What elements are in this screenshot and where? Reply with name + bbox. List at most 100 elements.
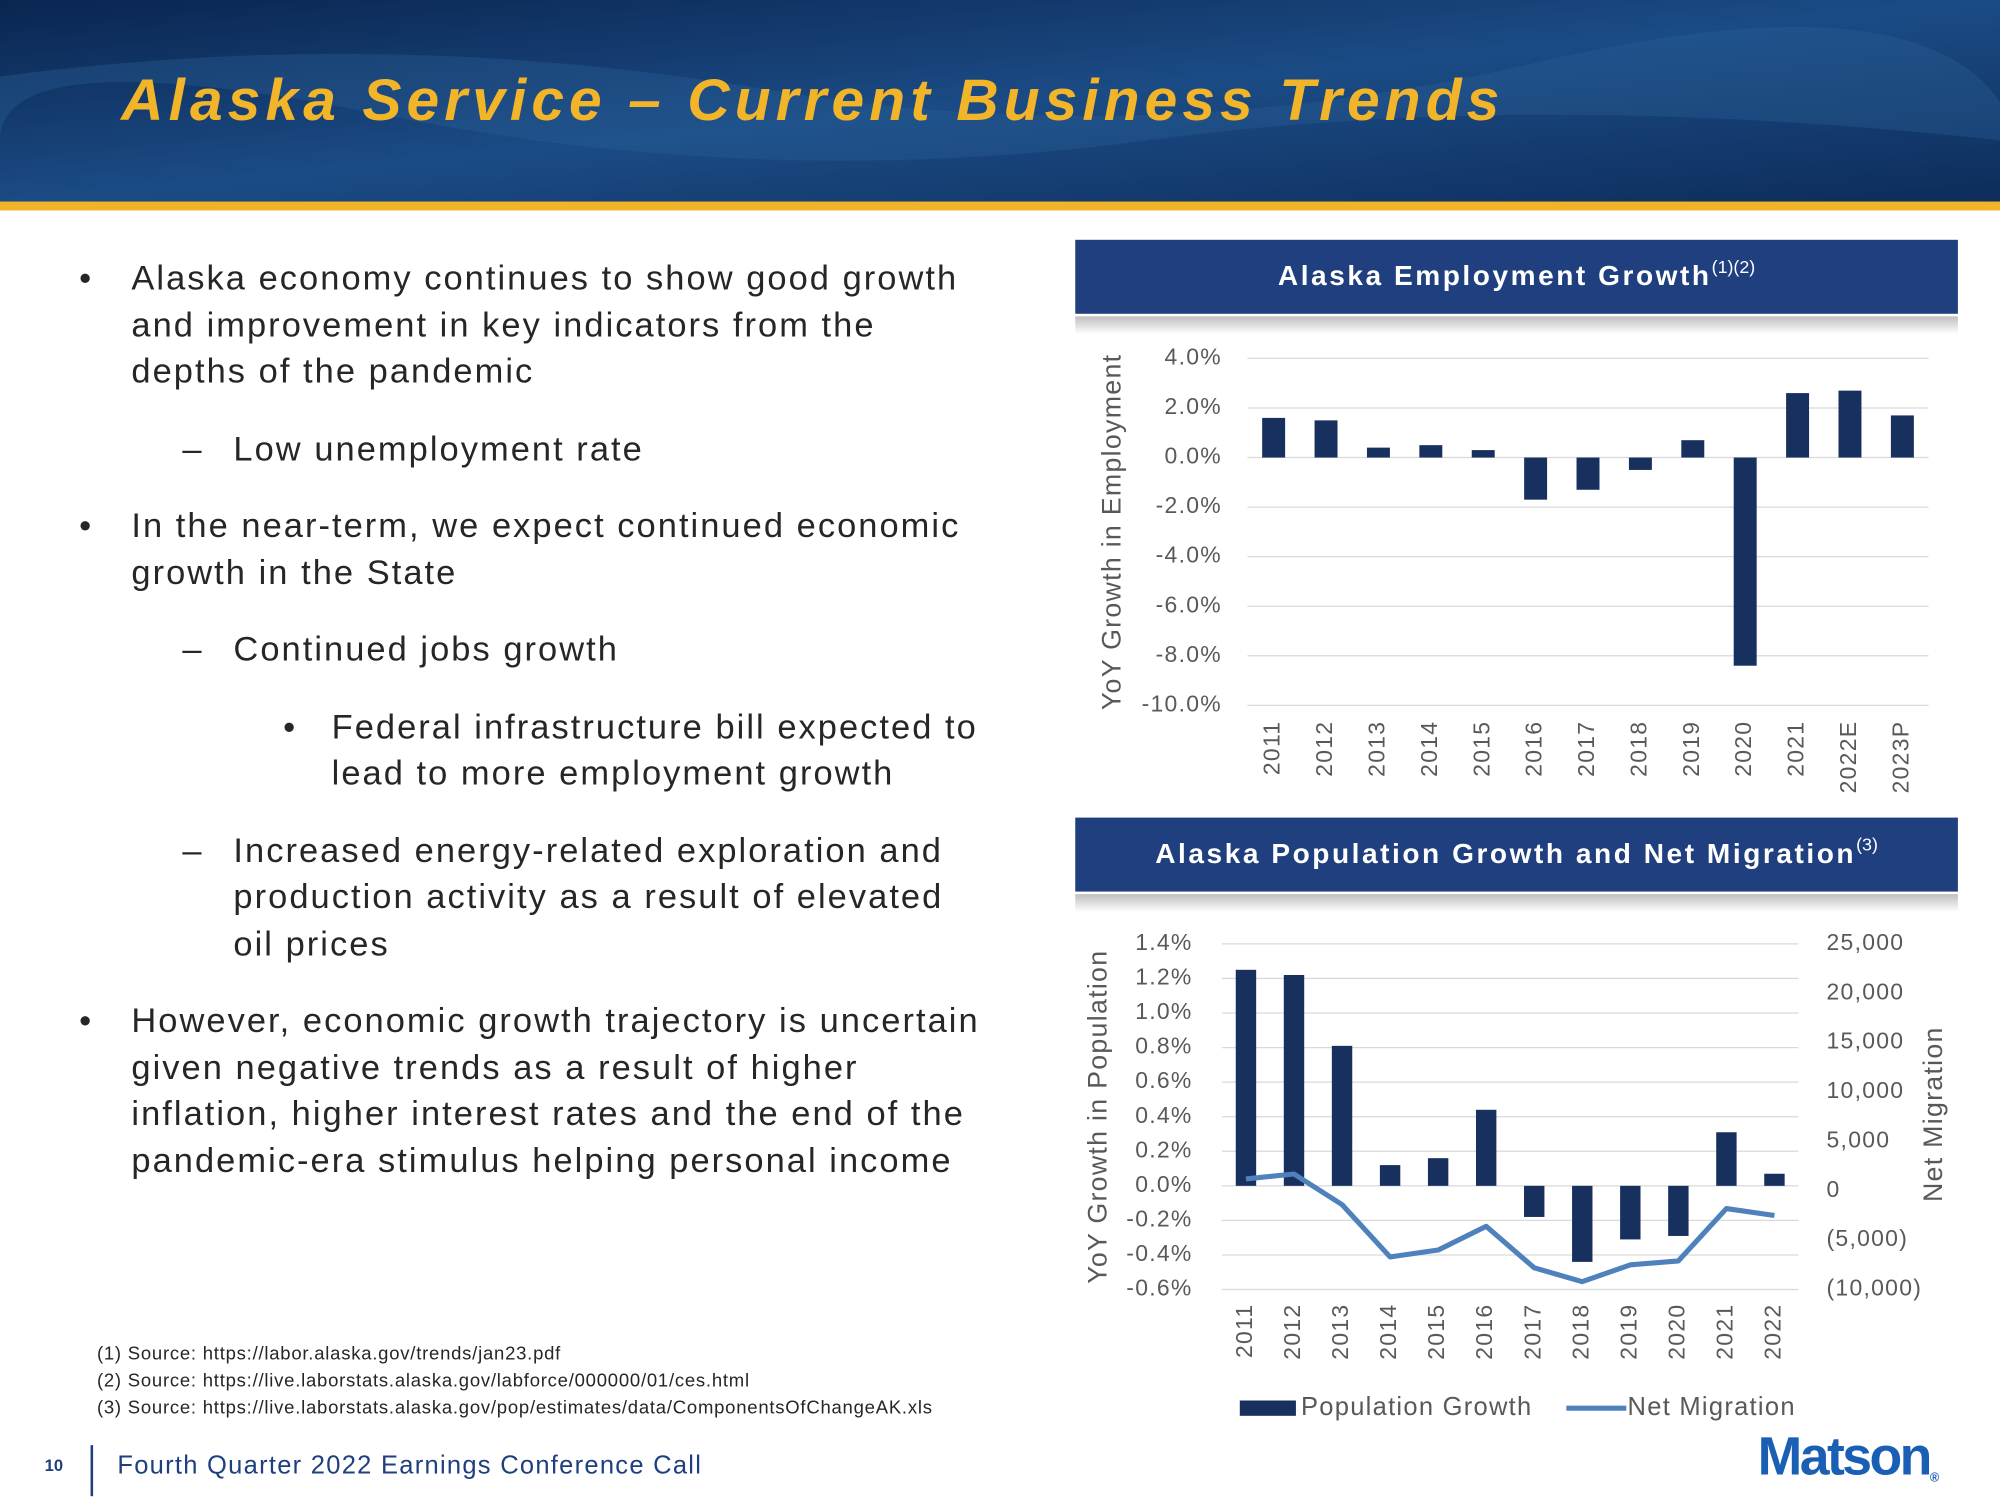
bar (1733, 457, 1757, 666)
chart-title-bar (1075, 239, 1958, 314)
x-tick-label: 2016 (1471, 1304, 1497, 1360)
bar (1314, 420, 1338, 458)
bullet-item: Low unemployment rate (182, 425, 994, 472)
y-tick-label: 1.0% (1135, 998, 1192, 1024)
bar (1572, 1185, 1593, 1262)
bar (1620, 1185, 1641, 1240)
bar (1427, 1158, 1449, 1186)
x-tick-label: 2014 (1416, 721, 1442, 777)
bullet-item: Increased energy-related exploration and… (182, 827, 994, 967)
y-tick-label: (5,000) (1827, 1225, 1909, 1251)
y-axis-label: YoY Growth in Employment (1097, 354, 1127, 710)
y-tick-label: 10,000 (1827, 1077, 1905, 1103)
chart-title-note: (1)(2) (1712, 257, 1756, 277)
legend-label: Net Migration (1628, 1393, 1796, 1421)
x-tick-label: 2017 (1573, 721, 1599, 777)
y-tick-label: -0.4% (1126, 1240, 1192, 1266)
x-tick-label: 2015 (1468, 721, 1494, 777)
bar (1283, 974, 1305, 1186)
y-tick-label: 1.4% (1135, 929, 1192, 955)
legend-label: Population Growth (1301, 1393, 1532, 1421)
bar (1379, 1165, 1401, 1186)
y-tick-label: 0.6% (1135, 1067, 1192, 1093)
x-tick-label: 2021 (1711, 1304, 1737, 1360)
y-tick-label: 4.0% (1165, 343, 1222, 369)
x-tick-label: 2020 (1663, 1304, 1689, 1360)
bar (1716, 1132, 1737, 1186)
y-tick-label: -10.0% (1142, 690, 1222, 716)
chart-title-shade (1075, 894, 1958, 912)
slide-title: Alaska Service – Current Business Trends (119, 68, 1504, 133)
legend-swatch (1239, 1400, 1296, 1416)
bar (1475, 1109, 1497, 1186)
x-tick-label: 2018 (1625, 721, 1651, 777)
y-axis-label: YoY Growth in Population (1083, 950, 1113, 1284)
bar (1366, 447, 1390, 458)
y-tick-label: 1.2% (1135, 964, 1192, 990)
bar (1524, 1185, 1545, 1217)
x-tick-label: 2014 (1375, 1304, 1401, 1360)
x-tick-label: 2011 (1259, 721, 1285, 775)
x-tick-label: 2013 (1363, 721, 1389, 777)
y-tick-label: 0.8% (1135, 1033, 1192, 1059)
bar (1235, 969, 1257, 1186)
x-tick-label: 2016 (1521, 721, 1547, 777)
header-band (0, 0, 2000, 205)
chart-title-bar (1075, 817, 1958, 892)
x-tick-label: 2018 (1567, 1304, 1593, 1360)
chart-title: Alaska Employment Growth(1)(2) (1278, 257, 1755, 292)
footnote: (3) Source: https://live.laborstats.alas… (96, 1397, 933, 1419)
bullet-item: Alaska economy continues to show good gr… (79, 255, 995, 395)
bar (1471, 450, 1495, 458)
header-rule (0, 201, 2000, 211)
y-tick-label: 20,000 (1827, 978, 1905, 1004)
x-tick-label: 2022 (1760, 1304, 1786, 1360)
bar (1419, 445, 1443, 458)
chart-title-note: (3) (1856, 834, 1878, 854)
logo: Matson® (1758, 1428, 1940, 1487)
header-wave (0, 27, 2000, 161)
logo-text: Matson (1758, 1428, 1930, 1487)
y-tick-label: 0.0% (1135, 1171, 1192, 1197)
x-tick-label: 2021 (1783, 721, 1809, 777)
y-tick-label: -8.0% (1156, 641, 1222, 667)
footnote: (2) Source: https://live.laborstats.alas… (96, 1371, 750, 1392)
y-tick-label: 0.2% (1135, 1136, 1192, 1162)
y-tick-label: 25,000 (1827, 929, 1905, 955)
y-tick-label: 5,000 (1827, 1126, 1891, 1152)
y-tick-label: 15,000 (1827, 1028, 1905, 1054)
x-tick-label: 2012 (1279, 1304, 1305, 1360)
footer-text: Fourth Quarter 2022 Earnings Conference … (117, 1452, 702, 1480)
bullet-item: Federal infrastructure bill expected to … (283, 703, 995, 796)
bar (1524, 457, 1548, 500)
x-tick-label: 2022E (1835, 721, 1861, 794)
x-tick-label: 2019 (1678, 721, 1704, 777)
y-tick-label: 0.4% (1135, 1102, 1192, 1128)
bar (1786, 393, 1810, 458)
x-tick-label: 2013 (1327, 1304, 1353, 1360)
y-tick-label: -0.2% (1126, 1205, 1192, 1231)
bar (1890, 415, 1914, 458)
footnote: (1) Source: https://labor.alaska.gov/tre… (96, 1344, 562, 1365)
footnotes: (1) Source: https://labor.alaska.gov/tre… (97, 1342, 933, 1422)
chart-title: Alaska Population Growth and Net Migrati… (1155, 834, 1878, 869)
line (1245, 1171, 1775, 1285)
x-tick-label: 2019 (1615, 1304, 1641, 1360)
y-tick-label: -0.6% (1126, 1275, 1192, 1301)
bar (1331, 1045, 1353, 1186)
chart-title-text: Alaska Employment Growth (1278, 260, 1712, 291)
x-tick-label: 2011 (1231, 1304, 1257, 1358)
y-tick-label: -2.0% (1156, 492, 1222, 518)
x-tick-label: 2023P (1887, 721, 1913, 794)
y-tick-label: 0.0% (1165, 443, 1222, 469)
bullet-item: Continued jobs growth (182, 626, 994, 673)
bar (1262, 417, 1286, 458)
y-tick-label: (10,000) (1827, 1275, 1923, 1301)
bar (1764, 1173, 1785, 1186)
bullet-item: In the near-term, we expect continued ec… (79, 503, 995, 596)
y-tick-label: -4.0% (1156, 542, 1222, 568)
bar (1628, 457, 1652, 470)
